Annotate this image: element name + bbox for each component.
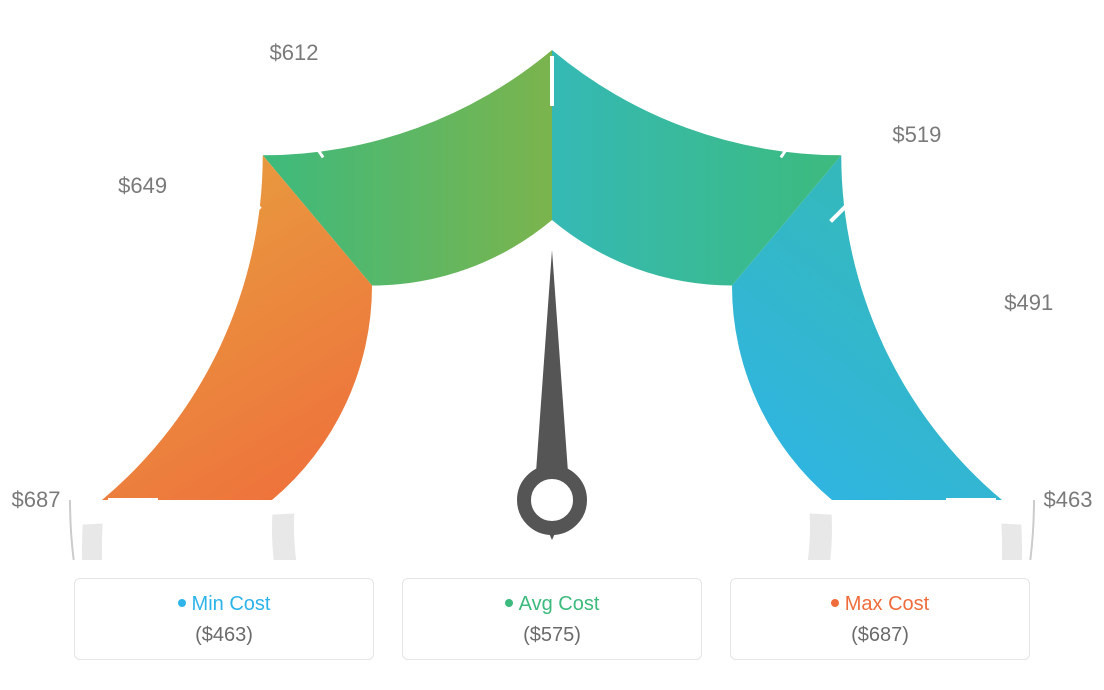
- gauge-chart: $463$491$519$575$612$649$687: [0, 0, 1104, 560]
- dot-max: [831, 599, 839, 607]
- legend-row: Min Cost ($463) Avg Cost ($575) Max Cost…: [0, 578, 1104, 660]
- gauge-tick-label: $519: [892, 122, 941, 148]
- legend-card-min: Min Cost ($463): [74, 578, 374, 660]
- gauge-svg: [0, 0, 1104, 560]
- dot-min: [178, 599, 186, 607]
- gauge-tick-label: $687: [12, 487, 61, 513]
- gauge-tick-label: $612: [270, 40, 319, 66]
- gauge-tick-label: $491: [1004, 290, 1053, 316]
- legend-value-max: ($687): [731, 624, 1029, 647]
- legend-label-max-text: Max Cost: [845, 593, 929, 615]
- legend-label-min: Min Cost: [75, 593, 373, 616]
- legend-card-max: Max Cost ($687): [730, 578, 1030, 660]
- gauge-tick-label: $463: [1044, 487, 1093, 513]
- legend-value-min: ($463): [75, 624, 373, 647]
- gauge-tick-label: $649: [118, 173, 167, 199]
- legend-label-max: Max Cost: [731, 593, 1029, 616]
- legend-label-min-text: Min Cost: [192, 593, 271, 615]
- legend-value-avg: ($575): [403, 624, 701, 647]
- legend-label-avg-text: Avg Cost: [519, 593, 600, 615]
- dot-avg: [505, 599, 513, 607]
- legend-label-avg: Avg Cost: [403, 593, 701, 616]
- legend-card-avg: Avg Cost ($575): [402, 578, 702, 660]
